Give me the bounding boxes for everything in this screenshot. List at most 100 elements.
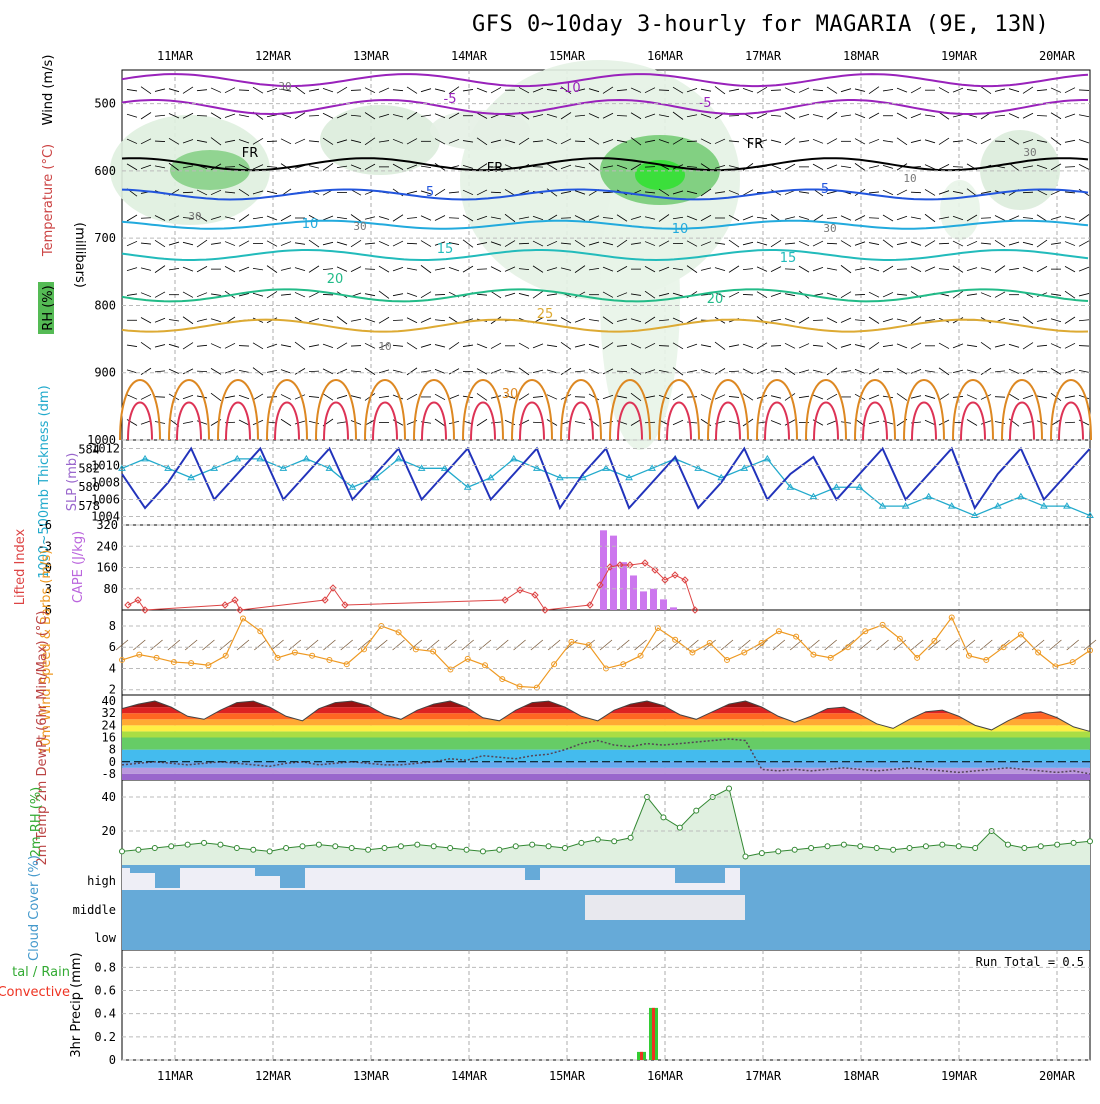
wind-barb — [1078, 345, 1090, 347]
wind-barb — [490, 87, 502, 94]
wind-barb — [392, 114, 404, 118]
wind-barb — [826, 242, 838, 245]
wind-barb — [140, 164, 152, 170]
wind-barb — [980, 217, 992, 219]
wind-barb — [742, 88, 754, 93]
wind-barb — [896, 189, 908, 196]
wind-barb — [700, 344, 712, 348]
thickness-line — [121, 458, 1091, 517]
wind-barb — [574, 370, 586, 373]
wind-barb — [630, 293, 642, 296]
rh2m-point — [250, 846, 257, 853]
wind-barb — [686, 88, 698, 93]
wind-barb — [588, 137, 600, 145]
wind-barb — [224, 191, 236, 194]
wind-barb — [1036, 395, 1048, 399]
wind-barb — [980, 367, 992, 375]
isotherm-label: 5 — [426, 185, 434, 200]
wind-barb — [560, 138, 572, 145]
wind-barb — [1078, 369, 1090, 373]
isotherm-label: FR — [242, 146, 259, 161]
wind-barb — [182, 266, 194, 272]
wind-barb — [196, 370, 208, 373]
wind-barb — [630, 87, 642, 93]
wind-barb — [644, 369, 656, 374]
wind10m-label: 10m Wind Speed & Barbs (m/s) — [39, 550, 54, 755]
wind-barb — [168, 162, 180, 171]
wind-barb — [210, 343, 222, 349]
wind-barb — [420, 343, 432, 348]
wind-barb — [266, 291, 278, 299]
wind-barb — [140, 86, 152, 95]
rh2m-point — [693, 807, 700, 814]
rh-contour-label: 30 — [278, 80, 291, 93]
wind-barb — [560, 191, 572, 194]
wind-barb — [672, 342, 684, 350]
li-point — [641, 559, 649, 567]
wind-barb — [770, 420, 782, 425]
wind-barb — [686, 114, 698, 118]
wind10m-barb — [720, 639, 734, 651]
wind10m-point — [810, 651, 817, 658]
wind-barb — [350, 164, 362, 170]
wind-barb — [280, 267, 292, 271]
rh-contour-label: 30 — [188, 210, 201, 223]
wind-barb — [672, 292, 684, 297]
wind10m-point — [343, 661, 350, 668]
wind-barb — [476, 393, 488, 401]
wind-barb — [826, 111, 838, 120]
wind-barb — [518, 242, 530, 245]
wind-barb — [476, 343, 488, 349]
wind-barb — [1008, 241, 1020, 246]
rh-area-7 — [980, 130, 1060, 210]
cape-bar — [640, 591, 647, 610]
wind-barb — [784, 137, 796, 146]
thickness-point — [210, 464, 219, 471]
wind-barb — [714, 191, 726, 194]
wind-barb — [1064, 342, 1076, 349]
wind-barb — [812, 240, 824, 247]
wind-barb — [546, 113, 558, 118]
wind-ytick-6: 6 — [109, 640, 116, 654]
wind-barb — [238, 214, 250, 222]
wind-barb — [434, 188, 446, 197]
wind-barb — [476, 242, 488, 245]
wind-barb — [406, 317, 418, 324]
wind-barb — [868, 165, 880, 169]
wind-barb — [462, 164, 474, 169]
wind-barb — [560, 367, 572, 375]
rh2m-point — [529, 841, 536, 848]
wind-barb — [140, 317, 152, 324]
rh2m-point — [1087, 838, 1093, 845]
arch-red — [519, 401, 545, 441]
li-point — [596, 581, 604, 589]
wind-barb — [182, 241, 194, 246]
wind-barb — [714, 394, 726, 400]
wind-barb — [196, 139, 208, 143]
upper-ytick-500: 500 — [94, 97, 116, 111]
wind-barb — [616, 89, 628, 92]
wind-barb — [420, 240, 432, 247]
rh2m-point — [184, 841, 191, 848]
wind-barb — [448, 112, 460, 119]
wind-barb — [434, 88, 446, 92]
wind-barb — [882, 214, 894, 222]
rh2m-point — [840, 841, 847, 848]
rh2m-point — [1070, 839, 1077, 846]
rh2m-point — [168, 843, 175, 850]
wind-barb — [350, 318, 362, 322]
wind-barb — [294, 341, 306, 350]
wind-barb — [812, 344, 824, 347]
thickness-point — [463, 483, 472, 490]
wind-barb — [476, 418, 488, 427]
rh-side-label: RH (%) — [41, 285, 56, 330]
date-top-17MAR: 17MAR — [745, 49, 782, 63]
isotherm-label: -5 — [444, 92, 457, 107]
temp-band — [122, 719, 1090, 726]
wind-barb — [910, 266, 922, 272]
wind-barb — [1008, 368, 1020, 374]
wind-barb — [490, 291, 502, 299]
rh2m-point — [414, 841, 421, 848]
wind10m-barb — [1014, 639, 1028, 651]
